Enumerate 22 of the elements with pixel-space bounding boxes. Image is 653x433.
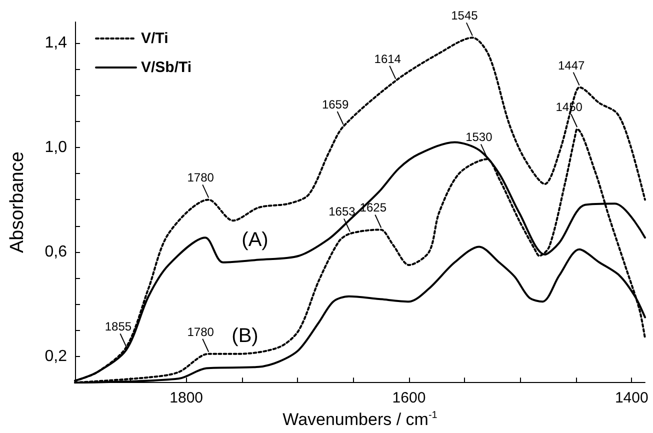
annotation: 1780 <box>187 170 214 185</box>
y-axis-title: Absorbance <box>7 152 28 254</box>
y-tick-label: 0,6 <box>44 243 68 260</box>
y-tick-label: 0,2 <box>44 348 68 365</box>
annotation: 1530 <box>466 130 493 144</box>
annotation: (A) <box>242 229 268 251</box>
annotation: 1447 <box>558 58 585 72</box>
y-tick-label: 1,0 <box>44 138 68 156</box>
annotation: 1855 <box>104 320 132 334</box>
annotation: 1614 <box>374 52 402 66</box>
annotation: (B) <box>232 325 258 347</box>
x-tick-label: 1400 <box>614 390 648 407</box>
annotation: 1545 <box>451 8 478 23</box>
legend-label: V/Sb/Ti <box>141 59 192 76</box>
x-tick-label: 1800 <box>170 390 204 407</box>
annotation: 1659 <box>322 98 349 112</box>
x-tick-label: 1600 <box>392 390 426 407</box>
annotation: 1780 <box>187 324 214 339</box>
annotation: 1653 <box>328 204 356 219</box>
annotation: 1450 <box>556 100 583 114</box>
legend-label: V/Ti <box>141 30 168 47</box>
y-tick-label: 1,4 <box>44 34 68 52</box>
